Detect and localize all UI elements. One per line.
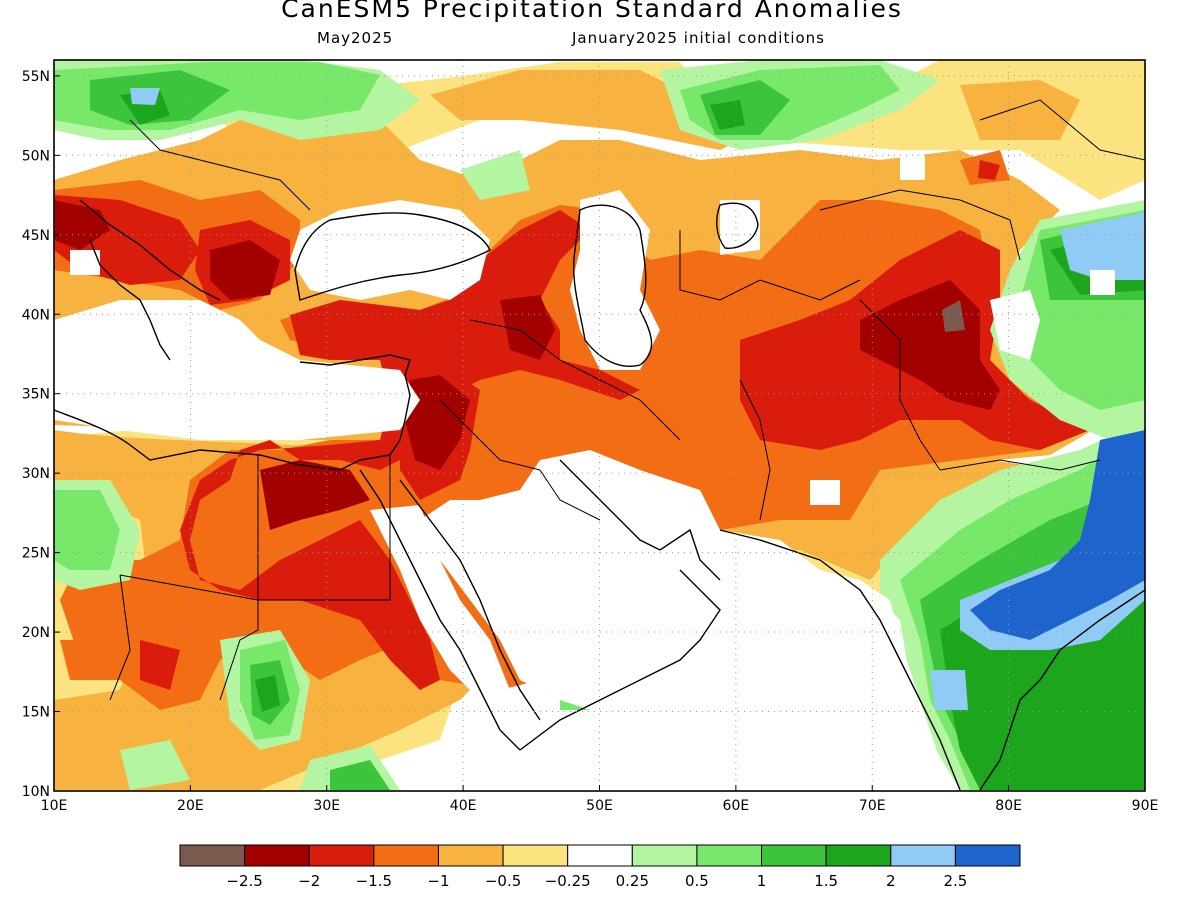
colorbar-swatch — [825, 844, 892, 867]
longitude-axis: 10E 20E 30E 40E 50E 60E 70E 80E 90E — [41, 785, 1159, 814]
lat-tick-label: 15N — [22, 705, 50, 721]
colorbar-swatch — [631, 844, 698, 867]
colorbar-swatch — [696, 844, 763, 867]
colorbar-label: 1 — [757, 872, 767, 890]
colorbar-label: −0.25 — [545, 872, 591, 890]
colorbar-swatch — [308, 844, 375, 867]
lat-tick-label: 50N — [22, 148, 50, 164]
colorbar-swatch — [179, 844, 246, 867]
init-conditions-label: January2025 initial conditions — [572, 29, 825, 47]
colorbar-label: −1 — [427, 872, 449, 890]
lon-tick-label: 50E — [586, 798, 613, 814]
colorbar-label: 0.25 — [616, 872, 649, 890]
colorbar-swatch — [890, 844, 956, 867]
colorbar-swatch — [437, 844, 504, 867]
colorbar-label: −0.5 — [485, 872, 521, 890]
lon-tick-label: 40E — [450, 798, 477, 814]
country-borders — [109, 99, 1145, 701]
colorbar-swatch — [244, 844, 310, 867]
map-title: CanESM5 Precipitation Standard Anomalies — [281, 0, 903, 23]
colorbar: −2.5 −2 −1.5 −1 −0.5 −0.25 0.25 0.5 1 1.5 2 2.5 — [179, 844, 1021, 890]
lat-tick-label: 30N — [22, 466, 50, 482]
colorbar-label: 2.5 — [943, 872, 967, 890]
lon-tick-label: 10E — [41, 798, 68, 814]
lon-tick-label: 30E — [313, 798, 340, 814]
colorbar-swatch — [567, 844, 633, 867]
colorbar-swatch — [502, 844, 569, 867]
anomaly-minus-25 — [942, 300, 965, 332]
lon-tick-label: 60E — [723, 798, 750, 814]
target-month-label: May2025 — [317, 29, 394, 47]
lat-tick-label: 20N — [22, 625, 50, 641]
masked-regions — [54, 150, 1115, 790]
lat-tick-label: 40N — [22, 307, 50, 323]
colorbar-label: −2 — [298, 872, 320, 890]
lon-tick-label: 80E — [995, 798, 1022, 814]
colorbar-label: 0.5 — [685, 872, 709, 890]
colorbar-swatch — [954, 844, 1021, 867]
coastlines — [54, 199, 1145, 791]
lat-tick-label: 10N — [22, 784, 50, 800]
colorbar-label: 2 — [886, 872, 896, 890]
anomaly-fields — [54, 60, 1145, 791]
colorbar-swatch — [373, 844, 439, 867]
latitude-axis: 10N 15N 20N 25N 30N 35N 40N 45N 50N 55N — [22, 69, 60, 800]
colorbar-label: −1.5 — [356, 872, 392, 890]
anomaly-minus-2 — [54, 200, 1000, 530]
lon-tick-label: 20E — [177, 798, 204, 814]
lat-tick-label: 35N — [22, 387, 50, 403]
colorbar-swatch — [761, 844, 827, 867]
lat-tick-label: 25N — [22, 546, 50, 562]
lat-tick-label: 55N — [22, 69, 50, 85]
colorbar-label: −2.5 — [226, 872, 262, 890]
lon-tick-label: 90E — [1132, 798, 1159, 814]
lat-tick-label: 45N — [22, 228, 50, 244]
lon-tick-label: 70E — [859, 798, 886, 814]
anomaly-plus-25 — [970, 430, 1145, 640]
colorbar-label: 1.5 — [814, 872, 838, 890]
